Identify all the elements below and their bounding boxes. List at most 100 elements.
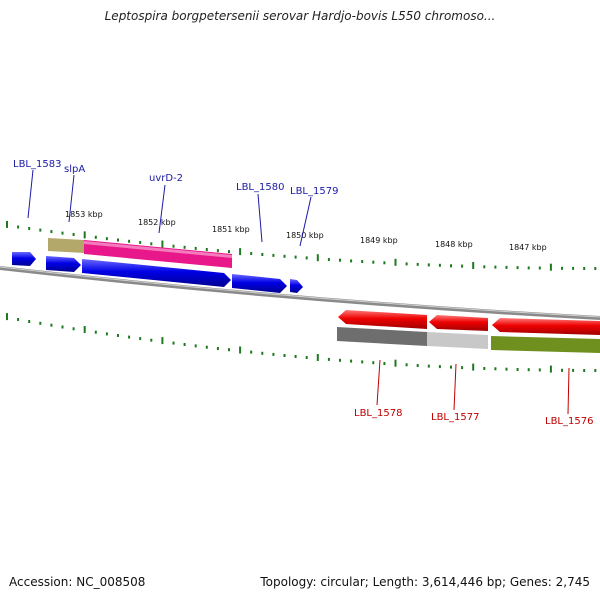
forward-gene-arrow[interactable]	[12, 252, 36, 266]
gene-label-lbl-1577[interactable]: LBL_1577	[431, 412, 479, 423]
minor-tick	[28, 227, 31, 230]
minor-tick	[61, 231, 64, 235]
kbp-scale-lower	[6, 313, 597, 373]
minor-tick	[405, 262, 408, 266]
forward-gene-arrow[interactable]	[290, 279, 303, 293]
minor-tick	[494, 367, 497, 371]
gene-label-slpa[interactable]: slpA	[64, 164, 85, 175]
feature-bar[interactable]	[337, 327, 427, 346]
minor-tick	[261, 351, 264, 355]
feature-bar-shine	[84, 241, 232, 258]
forward-gene-arrow[interactable]	[232, 274, 287, 293]
minor-tick	[538, 266, 541, 270]
gene-label-lbl-1578[interactable]: LBL_1578	[354, 408, 402, 419]
minor-tick	[283, 354, 286, 357]
minor-tick	[183, 245, 186, 249]
minor-tick	[117, 334, 119, 337]
minor-tick	[39, 228, 42, 232]
minor-tick	[438, 263, 441, 267]
minor-tick	[305, 356, 308, 359]
major-tick	[549, 263, 552, 271]
kbp-label: 1848 kbp	[435, 240, 473, 249]
minor-tick	[61, 325, 64, 329]
minor-tick	[583, 267, 586, 270]
forward-gene-arrow[interactable]	[82, 259, 231, 287]
gene-label-leader	[158, 184, 166, 234]
minor-tick	[128, 335, 131, 339]
minor-tick	[339, 358, 341, 362]
major-tick	[549, 365, 552, 373]
reverse-gene-arrow[interactable]	[429, 315, 488, 331]
minor-tick	[17, 225, 20, 229]
minor-tick	[361, 360, 364, 364]
gene-label-lbl-1579[interactable]: LBL_1579	[290, 186, 338, 197]
minor-tick	[572, 266, 575, 270]
minor-tick	[561, 266, 563, 270]
minor-tick	[438, 365, 441, 369]
minor-tick	[405, 363, 408, 367]
minor-tick	[339, 258, 341, 262]
minor-tick	[450, 264, 452, 268]
major-tick	[239, 248, 242, 256]
minor-tick	[128, 239, 131, 243]
major-tick	[394, 258, 397, 266]
gene-label-leader	[68, 174, 75, 223]
minor-tick	[383, 362, 386, 365]
major-tick	[6, 313, 8, 321]
minor-tick	[372, 361, 375, 365]
minor-tick	[150, 242, 153, 246]
minor-tick	[17, 318, 20, 321]
chromosome-backbone	[0, 266, 600, 320]
feature-bar[interactable]	[427, 332, 488, 349]
gene-label-lbl-1580[interactable]: LBL_1580	[236, 182, 284, 193]
major-tick	[6, 220, 8, 228]
minor-tick	[216, 347, 219, 350]
minor-tick	[39, 321, 42, 325]
minor-tick	[205, 345, 208, 349]
minor-tick	[372, 260, 375, 264]
minor-tick	[105, 237, 108, 241]
feature-bar[interactable]	[48, 238, 84, 253]
minor-tick	[283, 254, 286, 258]
gene-label-uvrd-2[interactable]: uvrD-2	[149, 173, 183, 184]
minor-tick	[561, 368, 563, 372]
minor-tick	[294, 355, 297, 358]
kbp-label: 1851 kbp	[212, 225, 250, 234]
forward-gene-arrow[interactable]	[46, 256, 81, 272]
minor-tick	[228, 348, 230, 352]
minor-tick	[427, 364, 430, 368]
minor-tick	[150, 338, 153, 342]
kbp-label: 1853 kbp	[65, 210, 103, 219]
major-tick	[472, 262, 475, 269]
kbp-label: 1850 kbp	[286, 231, 324, 240]
minor-tick	[50, 230, 53, 234]
major-tick	[83, 326, 86, 333]
minor-tick	[383, 261, 386, 265]
minor-tick	[272, 352, 275, 356]
kbp-label: 1847 kbp	[509, 243, 547, 252]
major-tick	[83, 231, 86, 239]
major-tick	[161, 240, 164, 248]
minor-tick	[350, 359, 353, 363]
major-tick	[161, 337, 164, 345]
reverse-gene-arrow[interactable]	[492, 318, 600, 335]
minor-tick	[305, 256, 308, 260]
gene-label-lbl-1576[interactable]: LBL_1576	[545, 416, 593, 427]
reverse-gene-arrow[interactable]	[338, 310, 427, 329]
gene-label-leader	[376, 359, 381, 406]
gene-label-lbl-1583[interactable]: LBL_1583	[13, 159, 61, 170]
minor-tick	[361, 260, 364, 263]
minor-tick	[516, 368, 519, 371]
minor-tick	[228, 250, 230, 254]
minor-tick	[139, 337, 142, 341]
kbp-label: 1849 kbp	[360, 236, 398, 245]
minor-tick	[583, 369, 586, 372]
minor-tick	[105, 332, 108, 336]
minor-tick	[94, 330, 97, 334]
gene-label-leader	[567, 367, 570, 415]
minor-tick	[527, 368, 530, 372]
feature-bar[interactable]	[491, 336, 600, 353]
kbp-label: 1852 kbp	[138, 218, 176, 227]
